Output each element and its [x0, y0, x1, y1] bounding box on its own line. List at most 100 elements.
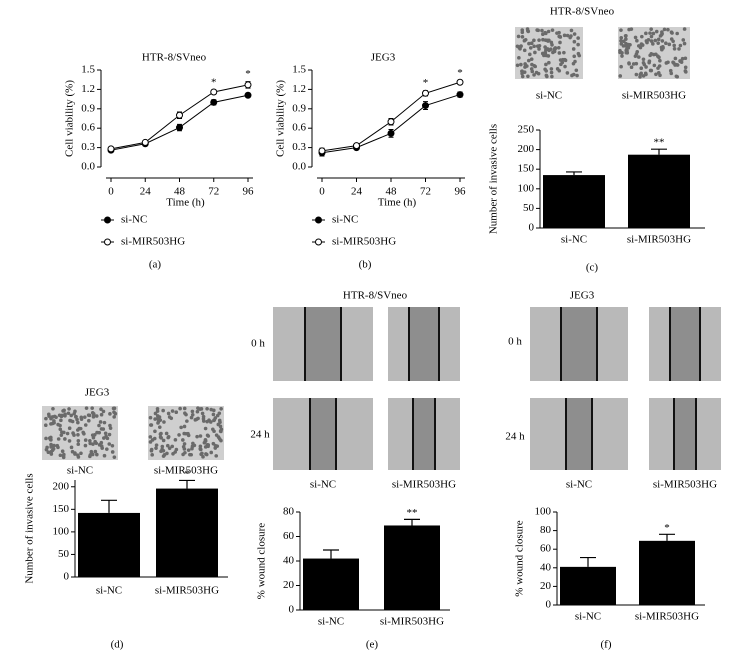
cell: [199, 452, 203, 457]
cell: [546, 29, 551, 34]
cell: [161, 408, 165, 413]
bar: [639, 540, 695, 605]
cell: [159, 436, 163, 440]
cell: [662, 27, 667, 32]
bar: [628, 154, 690, 228]
y-axis-label: % wound closure: [514, 520, 526, 596]
cell: [50, 415, 55, 419]
cell: [186, 448, 191, 452]
y-tick-label: 40: [283, 555, 295, 567]
y-tick-label: 1.2: [81, 83, 95, 95]
cell: [97, 423, 101, 428]
cell: [549, 67, 554, 71]
cell: [110, 444, 115, 448]
marker: [387, 129, 395, 137]
cell: [83, 438, 88, 442]
legend-label: si-MIR503HG: [121, 236, 185, 248]
cell: [653, 38, 658, 43]
cell: [160, 444, 165, 449]
y-tick-label: 250: [518, 124, 535, 136]
cell: [532, 38, 536, 43]
y-tick-label: 0: [546, 599, 552, 611]
cell: [195, 409, 200, 414]
cell: [198, 447, 203, 451]
cell: [515, 63, 520, 68]
cell: [669, 37, 674, 41]
cell: [639, 71, 643, 76]
cell: [619, 35, 624, 40]
cell: [67, 426, 72, 430]
image-caption: si-MIR503HG: [392, 479, 456, 491]
x-axis-label: Time (h): [166, 197, 205, 209]
cell: [623, 34, 628, 38]
cell: [627, 61, 631, 65]
cell: [683, 65, 688, 70]
wound-gap: [674, 398, 696, 470]
cell: [669, 71, 674, 76]
cell: [620, 54, 624, 58]
cell: [562, 50, 566, 55]
cell: [154, 446, 158, 450]
cell: [540, 51, 545, 56]
cell: [640, 34, 644, 39]
cell: [102, 420, 107, 425]
y-tick-label: 60: [283, 530, 295, 542]
cell: [636, 55, 641, 59]
cell: [201, 414, 206, 419]
image-caption: si-MIR503HG: [653, 479, 717, 491]
wound-gap: [561, 307, 597, 381]
cell: [194, 417, 199, 421]
y-tick-label: 80: [283, 506, 295, 518]
cell: [59, 418, 63, 423]
cell: [166, 411, 171, 416]
x-tick-label: 72: [208, 186, 219, 198]
significance: *: [457, 67, 463, 79]
cell: [203, 439, 208, 443]
cell: [61, 455, 66, 460]
cell: [68, 419, 73, 423]
cell: [516, 34, 521, 39]
cell: [634, 61, 639, 66]
cell: [154, 443, 159, 447]
cell: [633, 54, 638, 58]
x-tick-label: 24: [351, 186, 363, 198]
cell: [76, 432, 80, 437]
marker: [422, 89, 429, 97]
cell: [643, 71, 648, 76]
cell: [179, 425, 183, 430]
error-bar: [651, 148, 667, 155]
x-tick-label: si-MIR503HG: [627, 234, 691, 246]
cell: [56, 422, 60, 427]
legend-label: si-NC: [121, 214, 147, 226]
cell: [181, 438, 185, 442]
y-tick-label: 150: [53, 503, 70, 515]
row-label: 0 h: [251, 338, 265, 350]
cell: [680, 56, 685, 61]
cell: [651, 42, 655, 46]
cell: [93, 449, 98, 454]
cell: [569, 28, 574, 33]
cell: [183, 450, 187, 455]
cell: [558, 35, 563, 39]
panel-label: (f): [601, 639, 612, 651]
cell: [520, 35, 525, 39]
cell: [105, 436, 110, 441]
legend-marker: [104, 216, 111, 224]
cell: [101, 409, 106, 414]
cell: [525, 27, 530, 31]
cell: [112, 410, 116, 414]
cell: [205, 442, 210, 447]
cell: [522, 48, 527, 53]
marker: [107, 145, 115, 153]
cell: [520, 69, 524, 74]
cell: [105, 447, 109, 451]
y-tick-label: 0: [64, 571, 70, 583]
cell: [51, 406, 55, 411]
cell: [67, 407, 71, 411]
cell: [678, 59, 682, 63]
cell: [88, 441, 93, 446]
cell: [654, 72, 658, 77]
error-bar: [323, 549, 339, 559]
legend-marker: [104, 238, 111, 246]
cell: [190, 412, 195, 417]
